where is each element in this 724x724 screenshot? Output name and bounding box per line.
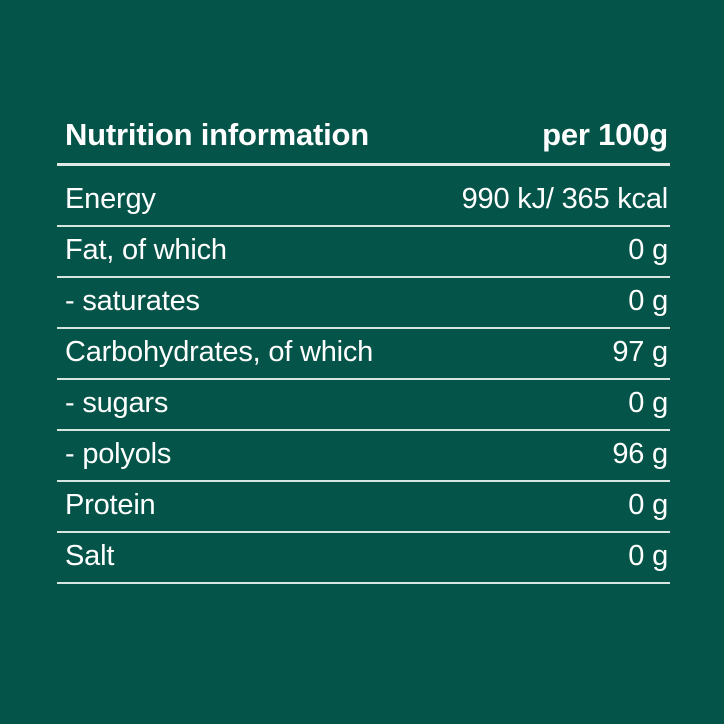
nutrient-value: 96 g xyxy=(612,438,668,470)
table-row: Salt 0 g xyxy=(57,533,670,584)
nutrient-value: 0 g xyxy=(628,489,668,521)
nutrient-label: Carbohydrates, of which xyxy=(65,336,374,368)
nutrient-value: 97 g xyxy=(612,336,668,368)
table-header-value: per 100g xyxy=(542,117,668,152)
nutrient-value: 0 g xyxy=(628,387,668,419)
nutrient-label: Energy xyxy=(65,183,156,215)
table-header-row: Nutrition information per 100g xyxy=(57,110,670,166)
table-row: Carbohydrates, of which 97 g xyxy=(57,329,670,380)
nutrient-label: Fat, of which xyxy=(65,234,227,266)
nutrient-value: 990 kJ/ 365 kcal xyxy=(461,183,669,215)
nutrient-label: - saturates xyxy=(65,285,200,317)
table-row: Energy 990 kJ/ 365 kcal xyxy=(57,176,670,227)
table-row: Protein 0 g xyxy=(57,482,670,533)
nutrient-label: - polyols xyxy=(65,438,172,470)
nutrient-label: Protein xyxy=(65,489,156,521)
table-row: - polyols 96 g xyxy=(57,431,670,482)
table-header-label: Nutrition information xyxy=(65,117,370,152)
nutrient-label: - sugars xyxy=(65,387,169,419)
nutrient-value: 0 g xyxy=(628,234,668,266)
nutrient-label: Salt xyxy=(65,540,115,572)
table-row: - sugars 0 g xyxy=(57,380,670,431)
nutrient-value: 0 g xyxy=(628,540,668,572)
table-row: - saturates 0 g xyxy=(57,278,670,329)
nutrition-information-table: Nutrition information per 100g Energy 99… xyxy=(57,110,670,584)
table-row: Fat, of which 0 g xyxy=(57,227,670,278)
nutrient-value: 0 g xyxy=(628,285,668,317)
